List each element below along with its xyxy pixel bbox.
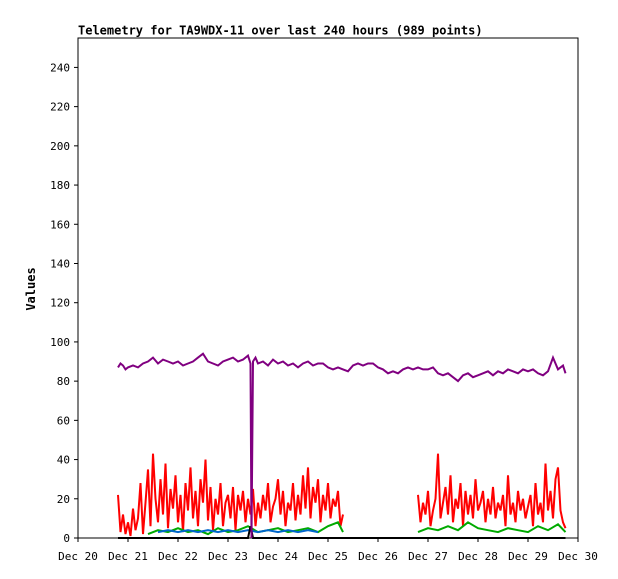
y-tick-label: 180 xyxy=(50,179,70,192)
y-tick-label: 80 xyxy=(57,375,70,388)
series-line-3 xyxy=(157,529,319,534)
series-line-1 xyxy=(417,453,567,529)
y-tick-label: 100 xyxy=(50,336,70,349)
x-tick-label: Dec 26 xyxy=(358,550,398,563)
x-tick-label: Dec 21 xyxy=(108,550,148,563)
y-tick-label: 20 xyxy=(57,493,70,506)
series-line-0 xyxy=(117,453,344,537)
x-tick-label: Dec 27 xyxy=(408,550,448,563)
y-tick-label: 40 xyxy=(57,454,70,467)
y-tick-label: 0 xyxy=(63,532,70,545)
x-tick-label: Dec 24 xyxy=(258,550,298,563)
x-tick-label: Dec 25 xyxy=(308,550,348,563)
x-tick-label: Dec 29 xyxy=(508,550,548,563)
y-tick-label: 200 xyxy=(50,140,70,153)
x-tick-label: Dec 28 xyxy=(458,550,498,563)
series-layer xyxy=(117,352,567,539)
x-tick-label: Dec 22 xyxy=(158,550,198,563)
y-axis: 0 20 40 60 80 100 120 140 160 180 200 220 240 xyxy=(50,61,78,545)
x-tick-label: Dec 20 xyxy=(58,550,98,563)
series-line-5 xyxy=(117,352,567,539)
series-line-4 xyxy=(118,525,566,539)
y-tick-label: 160 xyxy=(50,218,70,231)
y-tick-label: 240 xyxy=(50,61,70,74)
y-axis-label: Values xyxy=(24,267,38,310)
x-tick-label: Dec 23 xyxy=(208,550,248,563)
x-axis: Dec 20 Dec 21 Dec 22 Dec 23 Dec 24 Dec 25 Dec … xyxy=(58,538,598,563)
y-tick-label: 220 xyxy=(50,101,70,114)
y-tick-label: 140 xyxy=(50,257,70,270)
chart-title: Telemetry for TA9WDX-11 over last 240 ho… xyxy=(78,24,483,38)
y-tick-label: 120 xyxy=(50,297,70,310)
x-tick-label: Dec 30 xyxy=(558,550,598,563)
series-line-2-b xyxy=(417,521,567,534)
y-tick-label: 60 xyxy=(57,414,70,427)
